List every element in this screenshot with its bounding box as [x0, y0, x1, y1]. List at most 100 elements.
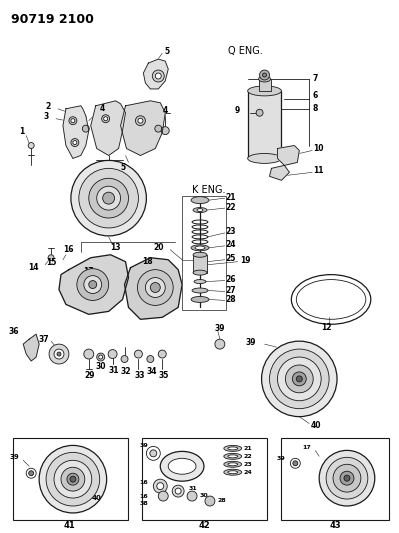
Circle shape [71, 160, 146, 236]
Ellipse shape [259, 76, 271, 82]
Text: 40: 40 [310, 421, 321, 430]
Text: 10: 10 [313, 144, 324, 153]
Circle shape [285, 365, 313, 393]
Circle shape [263, 73, 267, 77]
Circle shape [49, 344, 69, 364]
Text: 39: 39 [245, 337, 256, 346]
Circle shape [158, 491, 168, 501]
Polygon shape [277, 146, 299, 165]
Text: 1: 1 [19, 127, 24, 136]
Circle shape [39, 446, 107, 513]
Ellipse shape [228, 463, 238, 466]
Text: 40: 40 [92, 495, 102, 501]
Text: 41: 41 [64, 521, 76, 530]
Text: 5: 5 [120, 163, 126, 172]
Circle shape [262, 341, 337, 417]
Circle shape [102, 115, 110, 123]
Text: 36: 36 [9, 327, 19, 336]
Circle shape [54, 461, 92, 498]
Text: 21: 21 [244, 446, 253, 451]
Text: 28: 28 [218, 497, 227, 503]
Circle shape [99, 355, 103, 359]
Text: K ENG.: K ENG. [192, 185, 225, 195]
Circle shape [172, 485, 184, 497]
Ellipse shape [224, 446, 242, 451]
Bar [281, 439, 389, 520]
Circle shape [205, 496, 215, 506]
Text: 27: 27 [226, 286, 237, 295]
Circle shape [135, 116, 145, 126]
Bar [259, 79, 271, 91]
Text: 5: 5 [164, 47, 169, 55]
Ellipse shape [193, 252, 207, 257]
Text: 8: 8 [312, 104, 318, 114]
Circle shape [155, 73, 161, 79]
Circle shape [54, 349, 64, 359]
Circle shape [150, 450, 157, 457]
Ellipse shape [228, 471, 238, 474]
Ellipse shape [248, 154, 281, 164]
Text: 31: 31 [109, 367, 119, 375]
Circle shape [121, 356, 128, 362]
Polygon shape [120, 101, 165, 156]
Ellipse shape [224, 469, 242, 475]
Circle shape [84, 349, 94, 359]
Polygon shape [269, 165, 289, 180]
Ellipse shape [160, 451, 204, 481]
Circle shape [296, 376, 302, 382]
Circle shape [97, 186, 120, 210]
Text: 24: 24 [226, 240, 236, 249]
Text: 34: 34 [146, 367, 157, 376]
Circle shape [152, 70, 164, 82]
Text: 20: 20 [154, 243, 164, 252]
Text: 15: 15 [47, 258, 57, 267]
Ellipse shape [193, 270, 207, 275]
Circle shape [155, 125, 162, 132]
Text: 38: 38 [140, 500, 148, 505]
Text: 26: 26 [226, 275, 236, 284]
Circle shape [46, 453, 100, 506]
Circle shape [215, 339, 225, 349]
Text: 42: 42 [198, 521, 210, 530]
Ellipse shape [168, 458, 196, 474]
Text: 22: 22 [226, 203, 236, 212]
Bar [13, 439, 128, 520]
Circle shape [153, 479, 167, 493]
Text: 23: 23 [244, 462, 253, 467]
Text: 16: 16 [140, 480, 148, 484]
Ellipse shape [191, 245, 209, 251]
Bar [142, 439, 267, 520]
Circle shape [28, 142, 34, 149]
Text: 30: 30 [200, 492, 209, 498]
Circle shape [29, 471, 34, 476]
Ellipse shape [248, 86, 281, 96]
Circle shape [260, 70, 269, 80]
Ellipse shape [191, 197, 209, 204]
Text: 4: 4 [162, 106, 168, 115]
Text: 2: 2 [46, 102, 51, 111]
Circle shape [293, 461, 298, 466]
Circle shape [137, 270, 173, 305]
Circle shape [292, 372, 306, 386]
Circle shape [48, 255, 54, 261]
Text: 39: 39 [140, 443, 148, 448]
Circle shape [256, 109, 263, 116]
Text: 31: 31 [188, 486, 197, 490]
Ellipse shape [192, 288, 208, 293]
Circle shape [319, 450, 375, 506]
Text: 25: 25 [226, 254, 236, 263]
Polygon shape [63, 106, 89, 158]
Circle shape [77, 269, 109, 301]
Circle shape [269, 349, 329, 409]
Circle shape [157, 483, 164, 490]
Polygon shape [143, 59, 168, 89]
Ellipse shape [224, 461, 242, 467]
Text: 14: 14 [29, 263, 39, 272]
Bar [193, 255, 207, 273]
Text: 9: 9 [235, 106, 240, 115]
Text: 7: 7 [312, 75, 318, 84]
Circle shape [108, 350, 117, 359]
Text: 90719 2100: 90719 2100 [11, 13, 94, 26]
Text: 29: 29 [85, 372, 95, 381]
Ellipse shape [195, 246, 205, 249]
